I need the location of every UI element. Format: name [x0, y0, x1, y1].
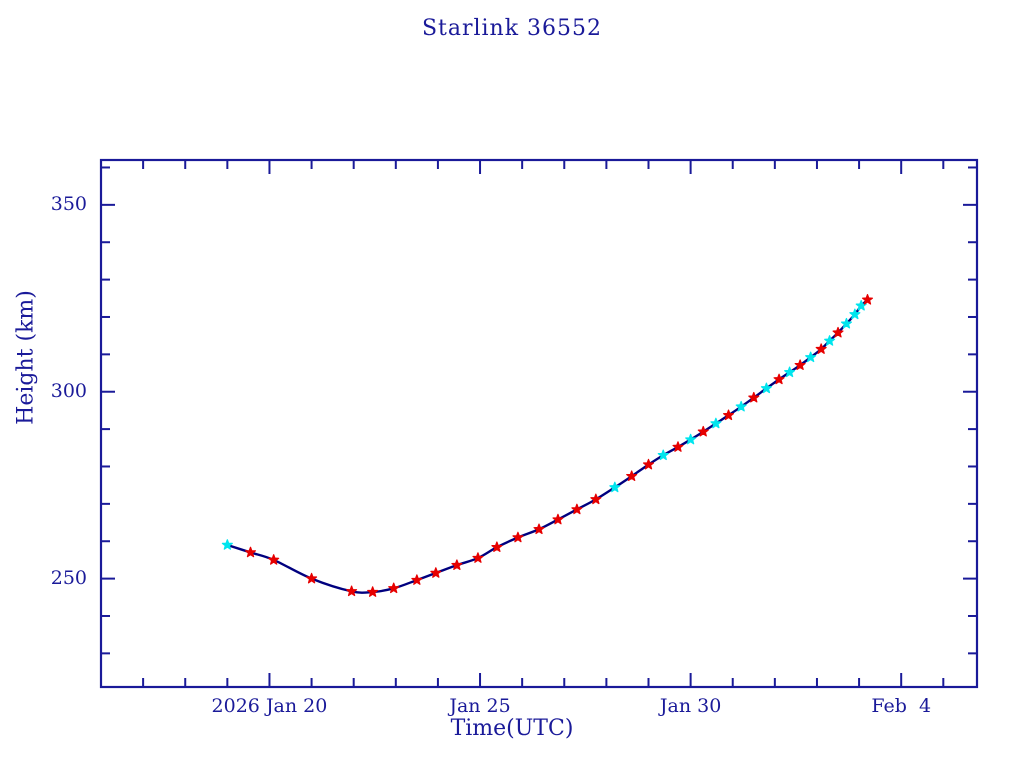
x-tick-label: 2026 Jan 20	[211, 695, 328, 717]
data-point-marker-red	[367, 586, 379, 597]
height-series-line	[226, 298, 869, 594]
data-point-marker-red	[388, 582, 400, 594]
x-tick-label: Jan 30	[659, 695, 722, 717]
data-point-marker-red	[552, 513, 564, 525]
data-point-marker-red	[861, 293, 874, 305]
data-point-marker-red	[346, 585, 358, 597]
data-point-marker-red	[411, 574, 423, 585]
data-point-marker-red	[590, 493, 602, 505]
data-point-marker-cyan	[735, 400, 747, 412]
chart-title: Starlink 36552	[421, 16, 603, 41]
data-point-marker-red	[268, 554, 280, 565]
data-point-marker-red	[244, 546, 257, 558]
data-point-marker-red	[451, 559, 463, 570]
data-point-marker-cyan	[784, 366, 796, 378]
data-point-marker-red	[571, 503, 583, 515]
data-line	[226, 298, 869, 594]
data-point-marker-red	[832, 326, 844, 338]
data-point-marker-red	[306, 572, 318, 584]
data-markers	[221, 293, 874, 597]
data-point-marker-red	[430, 567, 442, 578]
plot-frame	[99, 158, 979, 689]
data-point-marker-cyan	[824, 335, 836, 346]
data-point-marker-cyan	[221, 539, 233, 550]
data-point-marker-red	[697, 425, 709, 437]
data-point-marker-cyan	[760, 382, 772, 394]
y-tick-label: 350	[50, 192, 87, 215]
data-point-marker-cyan	[805, 351, 817, 363]
data-point-marker-red	[512, 531, 524, 543]
data-point-marker-red	[815, 343, 827, 354]
data-point-marker-red	[491, 541, 503, 553]
data-point-marker-cyan	[840, 317, 852, 329]
y-tick-label: 250	[50, 566, 87, 589]
data-point-marker-red	[748, 391, 760, 403]
data-point-marker-cyan	[685, 433, 697, 445]
x-axis-title: Time(UTC)	[450, 716, 574, 741]
data-point-marker-red	[626, 470, 638, 482]
data-point-marker-cyan	[849, 308, 861, 320]
x-tick-label: Feb 4	[871, 695, 932, 717]
data-point-marker-cyan	[657, 449, 669, 461]
data-point-marker-red	[672, 441, 684, 452]
y-tick-label: 300	[50, 379, 87, 402]
data-point-marker-red	[533, 523, 545, 535]
data-point-marker-red	[722, 409, 735, 421]
data-point-marker-red	[472, 552, 484, 563]
data-point-marker-red	[794, 359, 806, 370]
data-point-marker-red	[642, 458, 655, 470]
data-point-marker-cyan	[710, 417, 722, 429]
data-point-marker-cyan	[609, 481, 621, 493]
axis-ticks	[100, 160, 977, 687]
data-point-marker-red	[773, 373, 785, 385]
x-tick-label: Jan 25	[449, 695, 511, 717]
